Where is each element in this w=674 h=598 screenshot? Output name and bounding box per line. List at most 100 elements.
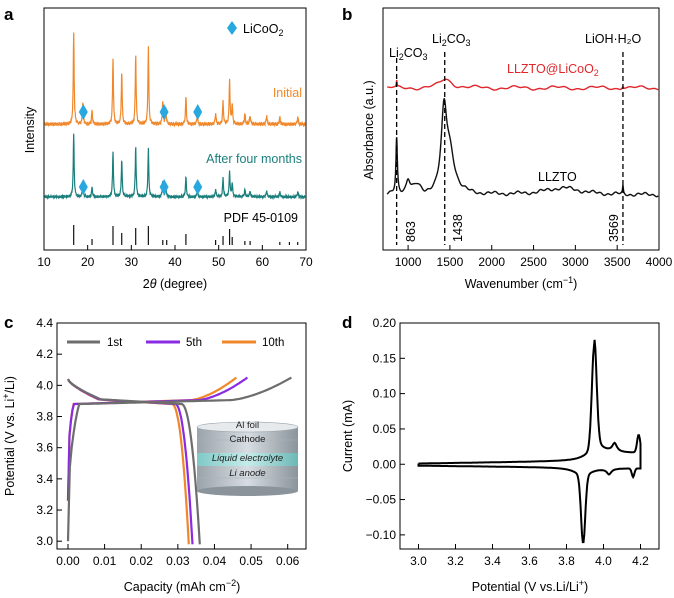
panel-d-ytick-label: 0.15 <box>373 351 397 365</box>
panel-c-ytick-label: 4.4 <box>36 316 53 330</box>
ftir-llzto-line <box>386 98 659 198</box>
annot-li2co3-left: Li2CO3 <box>389 46 428 62</box>
panel-c-ytick-label: 4.2 <box>36 347 53 361</box>
peak-label-1438: 1438 <box>451 214 465 242</box>
panel-d-xtick-label: 4.0 <box>595 554 612 568</box>
inset-label-li-anode: Li anode <box>229 468 265 479</box>
panel-c-legend: 1st 5th 10th <box>67 337 284 349</box>
licoo2-diamond-marker <box>193 104 203 120</box>
panel-d-frame <box>399 322 660 550</box>
panel-a-xtick-label: 40 <box>168 255 182 269</box>
peak-label-863: 863 <box>404 221 418 242</box>
panel-b-ylabel: Absorbance (a.u.) <box>362 80 376 179</box>
panel-a-xtick-label: 10 <box>37 255 51 269</box>
panel-c-xtick-label: 0.02 <box>130 554 154 568</box>
panel-b-xtick-label: 4000 <box>646 255 673 269</box>
cell-top <box>196 421 299 433</box>
panel-c-xtick-label: 0.01 <box>93 554 117 568</box>
panel-c-xtick-label: 0.06 <box>276 554 300 568</box>
panel-b-xtick-label: 1500 <box>437 255 464 269</box>
panel-c-xtick-label: 0.05 <box>239 554 263 568</box>
licoo2-diamond-marker <box>78 179 88 195</box>
pdf-label: PDF 45-0109 <box>224 211 298 225</box>
licoo2-diamond-marker <box>78 104 88 120</box>
panel-d-ytick-label: 0.00 <box>373 457 397 471</box>
panel-a-xtick-label: 30 <box>125 255 139 269</box>
panel-d-letter: d <box>342 313 352 332</box>
panel-c-xtick-label: 0.03 <box>166 554 190 568</box>
panel-a-xtick-label: 20 <box>81 255 95 269</box>
cell-inset: Al foil Cathode Liquid electrolyte Li an… <box>196 420 299 496</box>
panel-c-ylabel: Potential (V vs. Li+/Li) <box>1 376 17 496</box>
panel-b-xlabel: Wavenumber (cm−1) <box>465 275 578 291</box>
panel-c-xlabel: Capacity (mAh cm−2) <box>124 578 241 594</box>
xrd-initial-line <box>44 32 306 128</box>
panel-d-ytick-label: −0.05 <box>366 493 397 507</box>
panel-a-legend-text: LiCoO2 <box>243 22 283 38</box>
panel-c-ytick-label: 4.0 <box>36 378 53 392</box>
panel-d-xlabel: Potential (V vs.Li/Li+) <box>472 578 588 594</box>
panel-d-xtick-label: 4.2 <box>632 554 649 568</box>
inset-label-cathode: Cathode <box>230 434 266 445</box>
panel-b-xtick-label: 1000 <box>395 255 422 269</box>
panel-b-plot <box>386 52 659 245</box>
cv-curve <box>417 339 642 544</box>
ftir-llzto-licoo2-line <box>387 78 659 91</box>
panel-a-ylabel: Intensity <box>23 106 37 153</box>
panel-b-xtick-label: 2000 <box>478 255 505 269</box>
panel-d-xtick-label: 3.8 <box>558 554 575 568</box>
panel-c-xtick-label: 0.04 <box>203 554 227 568</box>
panel-b-xticks: 1000 1500 2000 2500 3000 3500 4000 <box>395 245 673 269</box>
panel-a-xtick-label: 50 <box>212 255 226 269</box>
panel-d-xtick-label: 3.0 <box>410 554 427 568</box>
panel-a-legend: LiCoO2 <box>227 21 283 38</box>
panel-c-ytick-label: 3.2 <box>36 503 53 517</box>
panel-c-xtick-label: 0.00 <box>56 554 80 568</box>
cell-electrolyte-layer <box>197 453 298 466</box>
panel-d: d 3.0 3.2 3.4 3.6 3.8 4.0 4.2 −0.10 −0.05 0.00 0.0… <box>341 313 660 594</box>
panel-b-xtick-label: 3000 <box>562 255 589 269</box>
annot-lioh: LiOH·H₂O <box>585 32 642 46</box>
series-label-initial: Initial <box>273 86 302 100</box>
panel-c-letter: c <box>4 313 13 332</box>
panel-a-xlabel: 2θ (degree) <box>143 277 207 291</box>
panel-a-letter: a <box>4 5 14 24</box>
panel-c-ytick-label: 3.6 <box>36 441 53 455</box>
panel-b-xtick-label: 2500 <box>520 255 547 269</box>
panel-c-ytick-label: 3.0 <box>36 534 53 548</box>
panel-d-ytick-label: −0.10 <box>366 528 397 542</box>
panel-d-ytick-label: 0.10 <box>373 387 397 401</box>
legend-label-10th: 10th <box>262 337 284 349</box>
legend-label-1st: 1st <box>107 337 123 349</box>
panel-a-xtick-label: 70 <box>299 255 313 269</box>
series-label-after: After four months <box>206 152 302 166</box>
inset-label-al-foil: Al foil <box>236 420 259 431</box>
panel-d-xtick-label: 3.4 <box>484 554 501 568</box>
licoo2-diamond-marker <box>159 179 169 195</box>
panel-c-ticks: 0.00 0.01 0.02 0.03 0.04 0.05 0.06 3.0 3.2 3.4 3.6… <box>36 316 299 568</box>
xrd-after-line <box>44 133 306 201</box>
series-label-llzto: LLZTO <box>538 170 577 184</box>
panel-c-plot <box>66 376 292 545</box>
panel-c-frame <box>56 322 307 550</box>
panel-a-legend-diamond <box>227 21 237 35</box>
inset-label-electrolyte: Liquid electrolyte <box>212 453 283 464</box>
licoo2-diamond-marker <box>159 104 169 120</box>
panel-b-xtick-label: 3500 <box>604 255 631 269</box>
panel-d-ylabel: Current (mA) <box>341 400 355 472</box>
panel-b: b 1000 1500 2000 2500 3000 3500 4000 Wavenumbe… <box>342 5 673 291</box>
panel-c: c 0.00 0.01 0.02 0.03 0.04 0.05 0.06 3.0 3.2 3.4 3… <box>1 313 307 594</box>
curve-1st-discharge <box>67 378 201 545</box>
legend-label-5th: 5th <box>186 337 202 349</box>
panel-d-xtick-label: 3.6 <box>521 554 538 568</box>
curve-1st-charge <box>66 376 292 542</box>
panel-a-xticks: 10 20 30 40 50 60 70 <box>37 245 313 269</box>
panel-b-letter: b <box>342 5 352 24</box>
cell-bottom <box>197 486 298 496</box>
licoo2-diamond-marker <box>193 179 203 195</box>
panel-d-ytick-label: 0.20 <box>373 316 397 330</box>
panel-a: a 10 20 30 40 50 60 70 2θ (degree) Intensity L… <box>4 5 313 291</box>
panel-d-ticks: 3.0 3.2 3.4 3.6 3.8 4.0 4.2 −0.10 −0.05 0.00 0.05 0… <box>366 316 650 568</box>
panel-d-plot <box>417 339 642 544</box>
